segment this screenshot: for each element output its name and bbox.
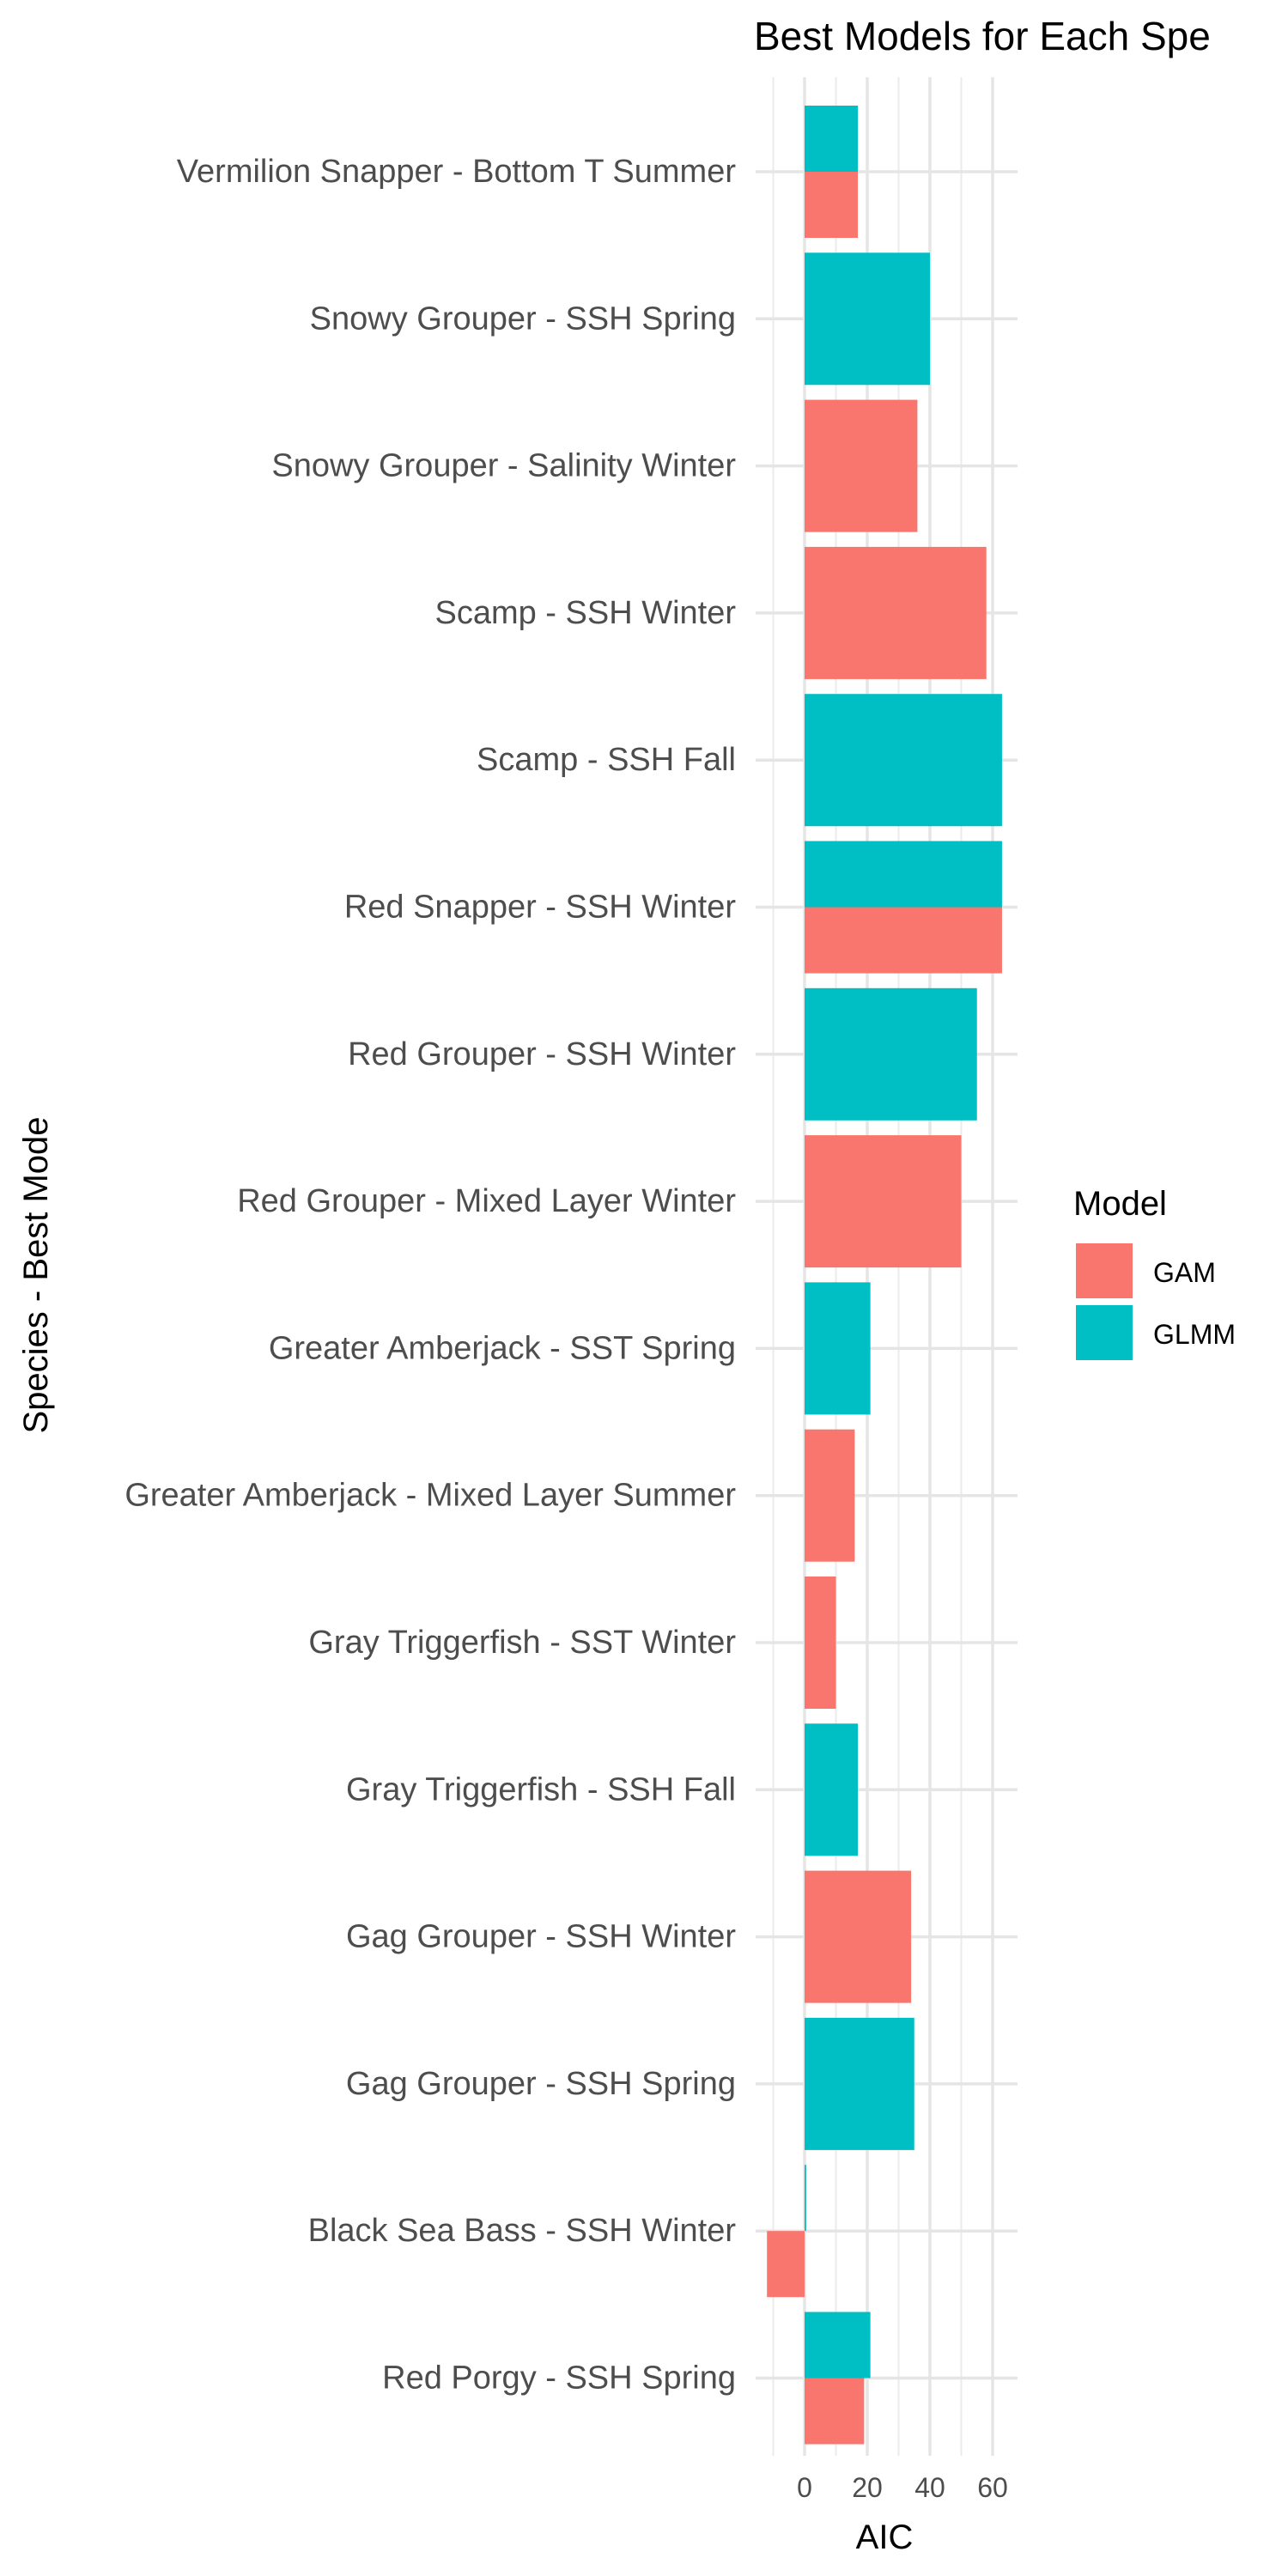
bar-gam xyxy=(805,1870,912,2003)
bar-glmm xyxy=(805,2312,871,2379)
x-axis-title: AIC xyxy=(856,2518,914,2556)
legend-label-glmm: GLMM xyxy=(1153,1319,1236,1350)
y-tick-label: Greater Amberjack - SST Spring xyxy=(269,1330,736,1366)
y-tick-label: Gray Triggerfish - SSH Fall xyxy=(346,1771,736,1807)
bar-gam xyxy=(805,907,1002,974)
bar-gam xyxy=(805,1135,962,1268)
legend-key-glmm xyxy=(1076,1305,1133,1360)
y-tick-label: Greater Amberjack - Mixed Layer Summer xyxy=(125,1478,736,1514)
y-tick-label: Red Porgy - SSH Spring xyxy=(382,2360,736,2397)
legend-key-gam xyxy=(1076,1243,1133,1298)
y-tick-label: Vermilion Snapper - Bottom T Summer xyxy=(177,154,737,190)
bar-gam xyxy=(767,2231,805,2298)
y-tick-label: Gray Triggerfish - SST Winter xyxy=(308,1625,736,1661)
chart-title: Best Models for Each Spe xyxy=(754,14,1211,58)
legend-title: Model xyxy=(1073,1185,1167,1223)
y-tick-labels: Vermilion Snapper - Bottom T Summer Snowy… xyxy=(125,154,736,2397)
x-tick-label: 60 xyxy=(977,2472,1008,2503)
x-tick-labels: 0 20 40 60 xyxy=(797,2472,1008,2503)
legend-label-gam: GAM xyxy=(1153,1257,1216,1288)
bar-gam xyxy=(805,1577,836,1709)
bars xyxy=(767,106,1002,2445)
y-tick-label: Red Grouper - SSH Winter xyxy=(348,1036,736,1072)
y-tick-label: Scamp - SSH Winter xyxy=(434,595,736,631)
bar-gam xyxy=(805,546,987,679)
bar-glmm xyxy=(805,694,1002,827)
y-tick-label: Red Snapper - SSH Winter xyxy=(344,890,737,926)
y-tick-label: Snowy Grouper - SSH Spring xyxy=(310,301,736,337)
legend: Model GAM GLMM xyxy=(1073,1185,1236,1360)
y-axis-title: Species - Best Mode xyxy=(17,1116,55,1433)
bar-glmm xyxy=(805,252,930,386)
x-tick-label: 40 xyxy=(914,2472,945,2503)
x-tick-label: 0 xyxy=(797,2472,812,2503)
bar-glmm xyxy=(805,106,859,172)
y-tick-label: Red Grouper - Mixed Layer Winter xyxy=(237,1183,736,1219)
y-tick-label: Black Sea Bass - SSH Winter xyxy=(308,2213,737,2249)
y-tick-label: Gag Grouper - SSH Spring xyxy=(346,2066,736,2102)
y-tick-label: Snowy Grouper - Salinity Winter xyxy=(271,448,736,484)
bar-glmm xyxy=(805,1723,859,1856)
x-tick-label: 20 xyxy=(852,2472,883,2503)
y-tick-label: Gag Grouper - SSH Winter xyxy=(346,1919,736,1955)
bar-gam xyxy=(805,172,859,238)
bar-glmm xyxy=(805,2165,806,2232)
bar-glmm xyxy=(805,841,1002,908)
bar-glmm xyxy=(805,1282,871,1415)
bar-glmm xyxy=(805,987,977,1121)
bar-gam xyxy=(805,2378,865,2445)
bar-glmm xyxy=(805,2017,914,2150)
bar-gam xyxy=(805,399,918,532)
bar-gam xyxy=(805,1429,855,1562)
y-tick-label: Scamp - SSH Fall xyxy=(477,742,736,778)
